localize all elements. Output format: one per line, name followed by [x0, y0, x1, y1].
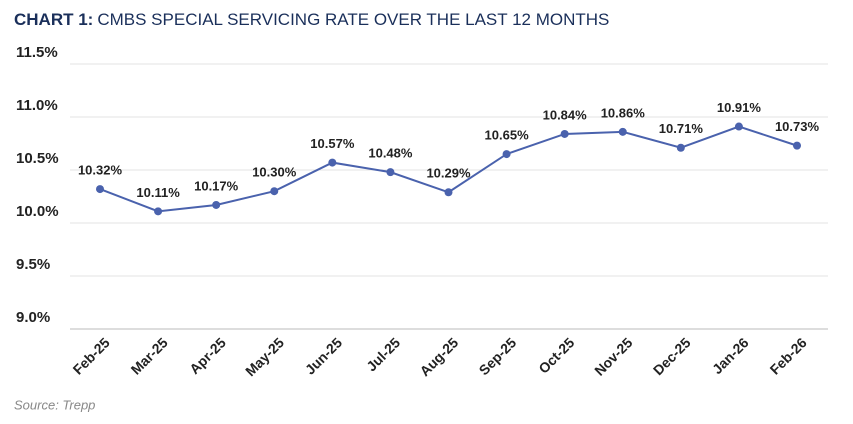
x-tick-label: Sep-25: [476, 334, 520, 378]
value-label: 10.11%: [136, 185, 180, 200]
point: [793, 141, 801, 150]
y-tick-label: 10.0%: [16, 203, 59, 220]
y-tick-label: 11.5%: [16, 44, 58, 61]
value-label: 10.71%: [659, 121, 704, 136]
x-tick-label: Feb-26: [767, 334, 810, 377]
value-label: 10.32%: [78, 163, 123, 178]
point: [212, 200, 221, 209]
value-label: 10.17%: [194, 178, 239, 193]
title-label: CHART 1:: [14, 10, 93, 29]
x-tick-label: Jul-25: [363, 334, 403, 374]
y-tick-label: 11.0%: [16, 97, 58, 114]
value-label: 10.30%: [252, 165, 297, 180]
point: [96, 185, 104, 194]
value-label: 10.29%: [426, 166, 471, 181]
value-label: 10.86%: [601, 105, 646, 120]
point: [270, 187, 279, 196]
x-tick-label: Aug-25: [416, 334, 461, 379]
x-tick-label: Jan-26: [709, 334, 752, 377]
value-label: 10.84%: [543, 107, 588, 122]
y-tick-label: 9.5%: [16, 256, 50, 273]
chart-title: CHART 1: CMBS SPECIAL SERVICING RATE OVER…: [14, 10, 609, 29]
point: [386, 168, 395, 177]
point: [154, 207, 163, 216]
x-tick-label: Mar-25: [128, 334, 171, 377]
point: [502, 150, 511, 159]
x-tick-label: Dec-25: [650, 334, 694, 378]
point: [328, 158, 337, 167]
value-label: 10.91%: [717, 100, 762, 115]
point: [444, 188, 453, 197]
point: [676, 143, 685, 152]
point: [618, 127, 627, 136]
x-tick-label: Jun-25: [302, 334, 345, 377]
value-label: 10.65%: [485, 128, 530, 143]
x-tick-label: Feb-25: [70, 334, 113, 377]
source: Source: Trepp: [14, 397, 95, 412]
title-text: CMBS SPECIAL SERVICING RATE OVER THE LAS…: [97, 10, 609, 29]
y-tick-label: 9.0%: [16, 309, 50, 326]
x-tick-label: May-25: [242, 334, 287, 379]
value-label: 10.57%: [310, 136, 355, 151]
y-tick-label: 10.5%: [16, 150, 59, 167]
x-tick-label: Oct-25: [535, 334, 577, 376]
point: [734, 122, 743, 131]
x-tick-label: Apr-25: [186, 334, 229, 377]
value-label: 10.48%: [368, 146, 413, 161]
point: [560, 129, 569, 138]
x-tick-label: Nov-25: [591, 334, 635, 378]
value-label: 10.73%: [775, 119, 820, 134]
